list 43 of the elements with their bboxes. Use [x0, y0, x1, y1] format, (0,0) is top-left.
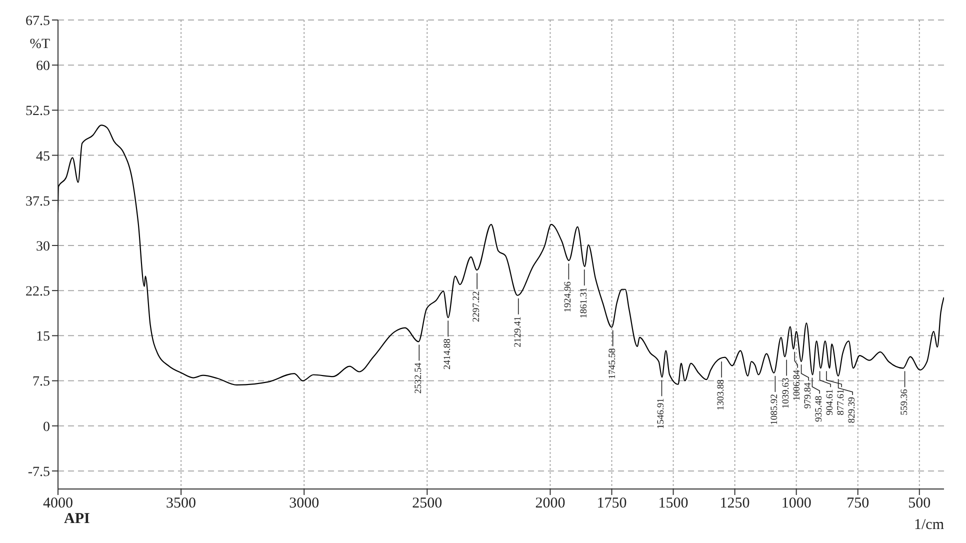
y-tick-label: 52.5 — [26, 104, 50, 120]
y-axis-title: %T — [30, 36, 50, 52]
y-tick-label: 60 — [36, 59, 50, 74]
x-axis-title: 1/cm — [914, 517, 944, 533]
annotation: 2532.54 — [414, 362, 424, 394]
text: API — [64, 511, 90, 528]
x-tick-label: 500 — [908, 496, 931, 512]
annotation: 2129.41 — [513, 316, 524, 348]
y-tick-label: 45 — [36, 149, 50, 164]
annotation: 559.36 — [900, 388, 910, 416]
annotation: 935.48 — [814, 396, 825, 422]
x-tick-label: 4000 — [43, 496, 73, 512]
x-tick-label: 3500 — [166, 496, 196, 512]
y-tick-label: 7.5 — [32, 374, 50, 390]
annotation: 1924.96 — [564, 281, 574, 312]
x-tick-label: 1000 — [781, 496, 812, 512]
annotation: 979.84 — [804, 382, 814, 409]
annotation: 1546.91 — [656, 398, 667, 430]
annotation: 1745.58 — [608, 348, 618, 380]
annotation: 904.61 — [826, 388, 836, 416]
annotation: 1085.92 — [770, 394, 780, 425]
annotation: 877.61 — [836, 388, 847, 416]
y-tick-label: 15 — [36, 330, 50, 345]
annotation: 2297.22 — [472, 290, 482, 322]
x-tick-label: 750 — [846, 496, 870, 512]
y-tick-label: 22.5 — [26, 284, 50, 300]
x-tick-label: 2000 — [535, 496, 566, 512]
y-tick-label: -7.5 — [28, 464, 50, 480]
annotation: 1006.84 — [792, 370, 803, 401]
annotation: 1861.31 — [579, 287, 590, 318]
y-tick-label: 37.5 — [26, 194, 50, 210]
y-tick-label: 0 — [43, 420, 50, 435]
y-tick-label: 67.5 — [26, 14, 50, 29]
x-tick-label: 2500 — [412, 496, 442, 512]
x-tick-label: 3000 — [289, 496, 320, 512]
x-tick-label: 1250 — [720, 496, 750, 512]
x-tick-label: 1500 — [658, 496, 688, 512]
annotation: 2414.88 — [443, 338, 454, 370]
x-tick-label: 1750 — [596, 496, 627, 512]
annotation: 829.39 — [848, 396, 858, 424]
annotation: 1039.63 — [782, 377, 792, 409]
annotation: 1303.88 — [716, 379, 727, 410]
y-tick-label: 30 — [36, 239, 50, 254]
